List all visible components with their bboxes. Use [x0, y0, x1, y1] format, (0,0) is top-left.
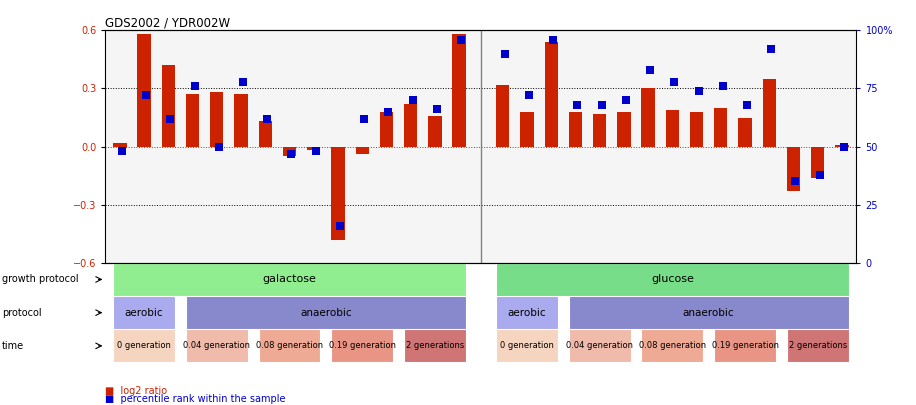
Point: [284, 150, 299, 157]
Text: 0.08 generation: 0.08 generation: [638, 341, 706, 350]
Bar: [641, 89, 655, 147]
Bar: [787, 329, 848, 362]
Text: 0.19 generation: 0.19 generation: [712, 341, 779, 350]
Point: [235, 78, 250, 85]
Point: [618, 97, 633, 103]
Text: aerobic: aerobic: [125, 308, 163, 318]
Point: [788, 178, 802, 185]
Point: [357, 115, 372, 122]
Bar: [355, 147, 369, 154]
Point: [139, 92, 154, 99]
Bar: [641, 329, 703, 362]
Point: [812, 171, 827, 178]
Point: [114, 148, 129, 154]
Bar: [283, 147, 296, 156]
Text: glucose: glucose: [651, 275, 693, 284]
Text: 2 generations: 2 generations: [406, 341, 464, 350]
Bar: [114, 143, 126, 147]
Bar: [453, 34, 465, 147]
Bar: [161, 65, 175, 147]
Bar: [617, 112, 630, 147]
Point: [692, 87, 706, 94]
Bar: [496, 296, 558, 329]
Point: [546, 36, 561, 43]
Bar: [787, 147, 801, 191]
Bar: [666, 110, 679, 147]
Bar: [332, 329, 393, 362]
Bar: [496, 329, 558, 362]
Bar: [569, 112, 582, 147]
Text: 0.04 generation: 0.04 generation: [183, 341, 250, 350]
Text: 0 generation: 0 generation: [500, 341, 554, 350]
Point: [453, 36, 468, 43]
Point: [740, 102, 755, 108]
Point: [497, 50, 512, 57]
Text: 0.19 generation: 0.19 generation: [329, 341, 396, 350]
Point: [187, 83, 202, 90]
Bar: [258, 329, 321, 362]
Text: GDS2002 / YDR002W: GDS2002 / YDR002W: [105, 16, 231, 29]
Point: [836, 143, 851, 150]
Bar: [690, 112, 703, 147]
Bar: [404, 329, 465, 362]
Bar: [114, 263, 465, 296]
Bar: [762, 79, 776, 147]
Bar: [569, 329, 630, 362]
Point: [163, 115, 178, 122]
Bar: [186, 94, 199, 147]
Point: [715, 83, 730, 90]
Point: [521, 92, 536, 99]
Text: 0 generation: 0 generation: [117, 341, 171, 350]
Text: anaerobic: anaerobic: [300, 308, 352, 318]
Text: aerobic: aerobic: [507, 308, 546, 318]
Text: time: time: [2, 341, 24, 351]
Bar: [428, 115, 442, 147]
Bar: [137, 34, 151, 147]
Text: anaerobic: anaerobic: [682, 308, 735, 318]
Bar: [307, 147, 321, 151]
Point: [764, 46, 779, 52]
Bar: [714, 329, 776, 362]
Bar: [593, 114, 606, 147]
Point: [643, 67, 658, 73]
Point: [430, 106, 444, 113]
Point: [309, 148, 323, 154]
Bar: [186, 329, 247, 362]
Text: protocol: protocol: [2, 308, 41, 318]
Bar: [811, 147, 824, 178]
Point: [381, 109, 396, 115]
Bar: [569, 296, 848, 329]
Bar: [714, 108, 727, 147]
Bar: [210, 92, 224, 147]
Bar: [380, 112, 393, 147]
Bar: [520, 112, 534, 147]
Text: growth protocol: growth protocol: [2, 275, 79, 284]
Bar: [114, 296, 175, 329]
Text: galactose: galactose: [263, 275, 316, 284]
Point: [260, 115, 275, 122]
Point: [405, 97, 420, 103]
Text: 0.04 generation: 0.04 generation: [566, 341, 633, 350]
Point: [594, 102, 609, 108]
Point: [570, 102, 584, 108]
Bar: [404, 104, 418, 147]
Bar: [234, 94, 247, 147]
Bar: [186, 296, 465, 329]
Bar: [835, 145, 848, 147]
Bar: [332, 147, 344, 240]
Bar: [496, 85, 509, 147]
Point: [667, 78, 682, 85]
Text: 2 generations: 2 generations: [789, 341, 846, 350]
Text: ■  percentile rank within the sample: ■ percentile rank within the sample: [105, 394, 286, 404]
Point: [333, 222, 347, 229]
Text: 0.08 generation: 0.08 generation: [256, 341, 323, 350]
Text: ■  log2 ratio: ■ log2 ratio: [105, 386, 168, 396]
Bar: [496, 263, 848, 296]
Point: [212, 143, 226, 150]
Bar: [544, 42, 558, 147]
Bar: [738, 117, 752, 147]
Bar: [114, 329, 175, 362]
Bar: [258, 122, 272, 147]
